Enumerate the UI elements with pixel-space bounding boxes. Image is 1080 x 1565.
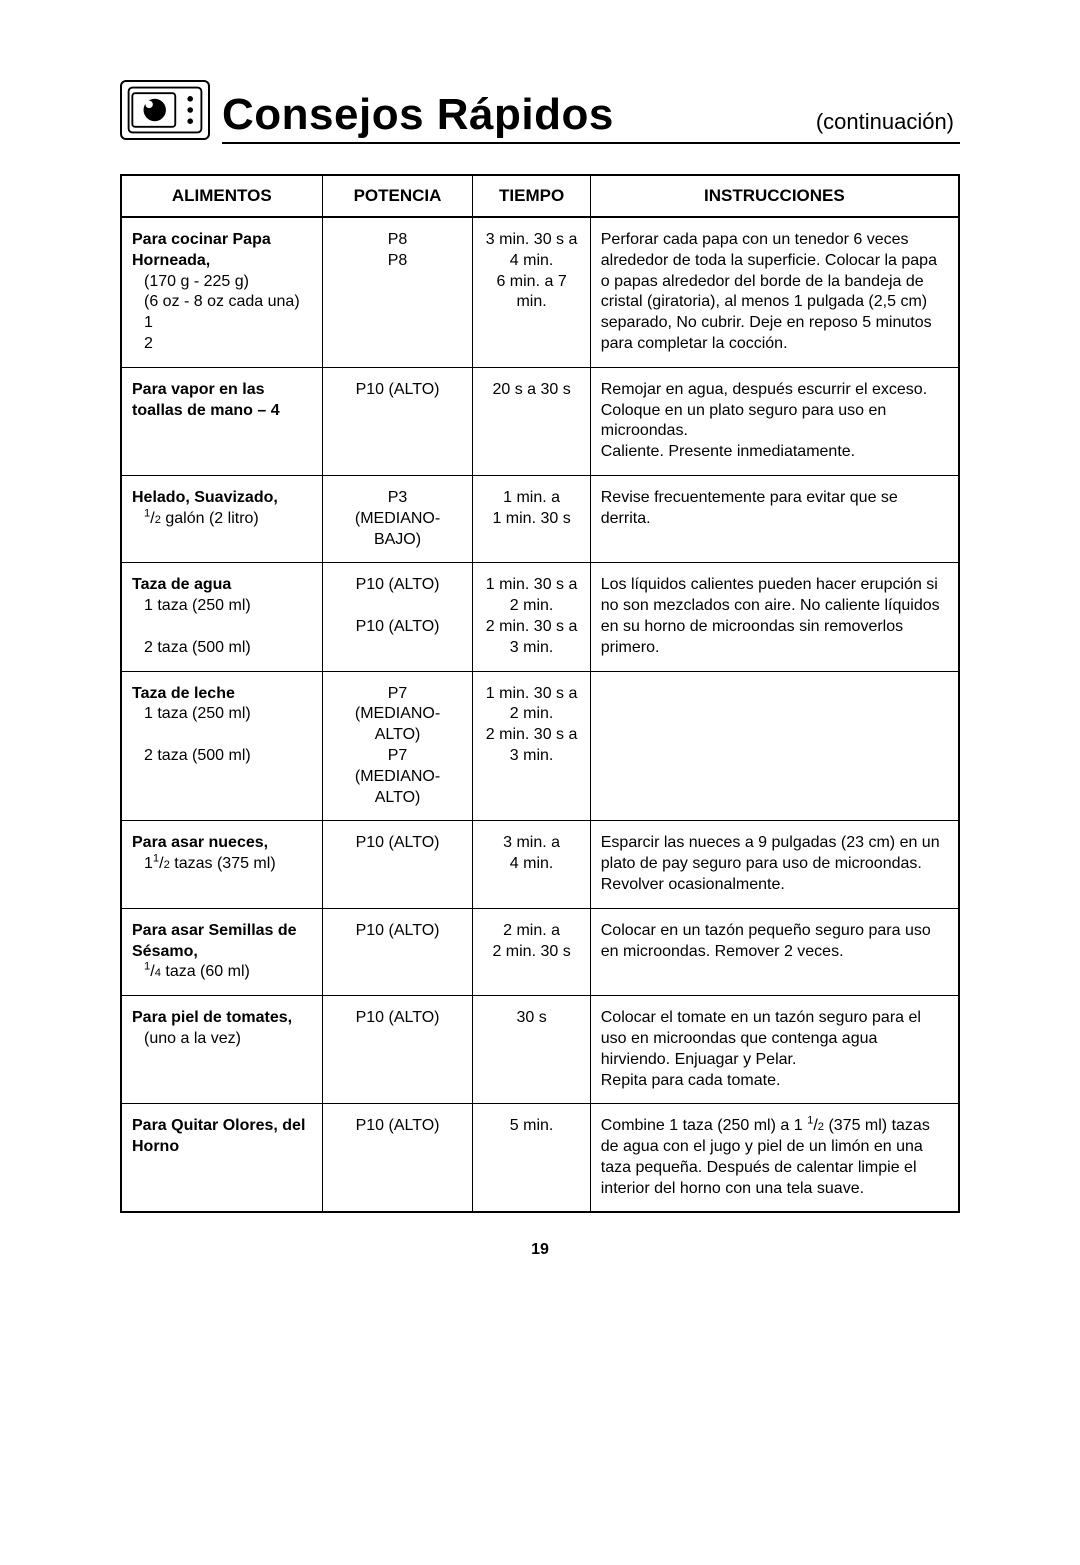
col-header-instrucciones: INSTRUCCIONES: [590, 175, 959, 217]
title-wrap: Consejos Rápidos (continuación): [222, 90, 960, 144]
cell-instrucciones: Revise frecuentemente para evitar que se…: [590, 475, 959, 562]
cell-potencia: P10 (ALTO): [322, 821, 473, 908]
table-row: Para Quitar Olores, del HornoP10 (ALTO)5…: [121, 1104, 959, 1213]
cell-tiempo: 3 min. 30 s a 4 min.6 min. a 7 min.: [473, 217, 590, 367]
cell-alimentos: Helado, Suavizado,1/2 galón (2 litro): [121, 475, 322, 562]
table-row: Taza de agua1 taza (250 ml)2 taza (500 m…: [121, 563, 959, 671]
cell-alimentos: Para cocinar Papa Horneada,(170 g - 225 …: [121, 217, 322, 367]
cell-potencia: P10 (ALTO): [322, 1104, 473, 1213]
cell-potencia: P10 (ALTO): [322, 908, 473, 995]
cell-potencia: P10 (ALTO)P10 (ALTO): [322, 563, 473, 671]
cell-alimentos: Para vapor en las toallas de mano – 4: [121, 367, 322, 475]
table-row: Taza de leche1 taza (250 ml)2 taza (500 …: [121, 671, 959, 821]
cell-tiempo: 2 min. a2 min. 30 s: [473, 908, 590, 995]
microwave-icon: [120, 80, 210, 140]
col-header-potencia: POTENCIA: [322, 175, 473, 217]
table-row: Para asar nueces,11/2 tazas (375 ml)P10 …: [121, 821, 959, 908]
cell-potencia: P8P8: [322, 217, 473, 367]
cell-instrucciones: Remojar en agua, después escurrir el exc…: [590, 367, 959, 475]
cell-tiempo: 3 min. a4 min.: [473, 821, 590, 908]
col-header-tiempo: TIEMPO: [473, 175, 590, 217]
cell-potencia: P10 (ALTO): [322, 996, 473, 1104]
cell-tiempo: 1 min. 30 s a 2 min.2 min. 30 s a 3 min.: [473, 563, 590, 671]
cell-alimentos: Taza de agua1 taza (250 ml)2 taza (500 m…: [121, 563, 322, 671]
cell-potencia: P7(MEDIANO-ALTO)P7(MEDIANO-ALTO): [322, 671, 473, 821]
table-row: Helado, Suavizado,1/2 galón (2 litro)P3(…: [121, 475, 959, 562]
cell-tiempo: 5 min.: [473, 1104, 590, 1213]
page-subtitle: (continuación): [816, 109, 960, 135]
cell-alimentos: Para asar nueces,11/2 tazas (375 ml): [121, 821, 322, 908]
cell-alimentos: Para asar Semillas de Sésamo,1/4 taza (6…: [121, 908, 322, 995]
cell-instrucciones: [590, 671, 959, 821]
cell-alimentos: Para piel de tomates,(uno a la vez): [121, 996, 322, 1104]
cell-instrucciones: Perforar cada papa con un tenedor 6 vece…: [590, 217, 959, 367]
cell-alimentos: Para Quitar Olores, del Horno: [121, 1104, 322, 1213]
page-title: Consejos Rápidos: [222, 90, 614, 140]
cell-tiempo: 1 min. a1 min. 30 s: [473, 475, 590, 562]
table-row: Para piel de tomates,(uno a la vez)P10 (…: [121, 996, 959, 1104]
page-number: 19: [120, 1241, 960, 1259]
cell-alimentos: Taza de leche1 taza (250 ml)2 taza (500 …: [121, 671, 322, 821]
cell-tiempo: 30 s: [473, 996, 590, 1104]
cell-potencia: P10 (ALTO): [322, 367, 473, 475]
table-row: Para cocinar Papa Horneada,(170 g - 225 …: [121, 217, 959, 367]
table-row: Para asar Semillas de Sésamo,1/4 taza (6…: [121, 908, 959, 995]
cell-tiempo: 20 s a 30 s: [473, 367, 590, 475]
cell-tiempo: 1 min. 30 s a 2 min.2 min. 30 s a 3 min.: [473, 671, 590, 821]
cell-instrucciones: Colocar el tomate en un tazón seguro par…: [590, 996, 959, 1104]
col-header-alimentos: ALIMENTOS: [121, 175, 322, 217]
cell-instrucciones: Esparcir las nueces a 9 pulgadas (23 cm)…: [590, 821, 959, 908]
cell-instrucciones: Los líquidos calientes pueden hacer erup…: [590, 563, 959, 671]
page-header: Consejos Rápidos (continuación): [120, 80, 960, 144]
quick-tips-table: ALIMENTOS POTENCIA TIEMPO INSTRUCCIONES …: [120, 174, 960, 1213]
cell-instrucciones: Combine 1 taza (250 ml) a 1 1/2 (375 ml)…: [590, 1104, 959, 1213]
table-row: Para vapor en las toallas de mano – 4P10…: [121, 367, 959, 475]
cell-instrucciones: Colocar en un tazón pequeño seguro para …: [590, 908, 959, 995]
cell-potencia: P3(MEDIANO-BAJO): [322, 475, 473, 562]
